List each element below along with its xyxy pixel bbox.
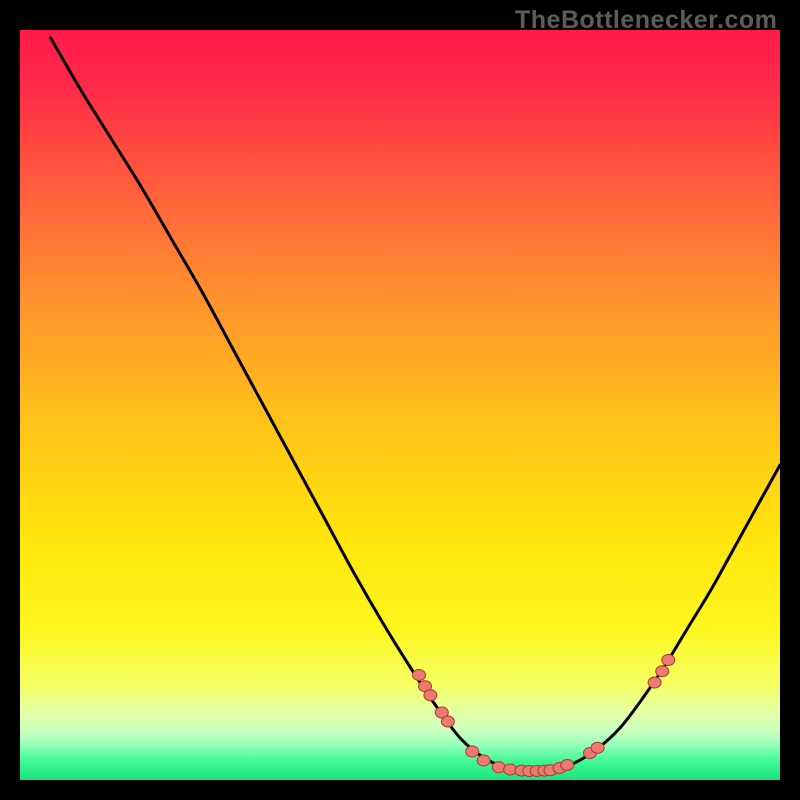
data-markers-group xyxy=(413,655,675,777)
plot-area xyxy=(20,30,780,780)
data-marker xyxy=(424,690,437,701)
data-marker xyxy=(466,746,479,757)
data-marker xyxy=(662,655,675,666)
data-marker xyxy=(648,677,661,688)
data-marker xyxy=(441,716,454,727)
data-marker xyxy=(492,762,505,773)
data-marker xyxy=(413,670,426,681)
data-marker xyxy=(656,666,669,677)
data-marker xyxy=(591,742,604,753)
data-marker xyxy=(561,760,574,771)
data-marker xyxy=(477,755,490,766)
chart-svg xyxy=(20,30,780,780)
